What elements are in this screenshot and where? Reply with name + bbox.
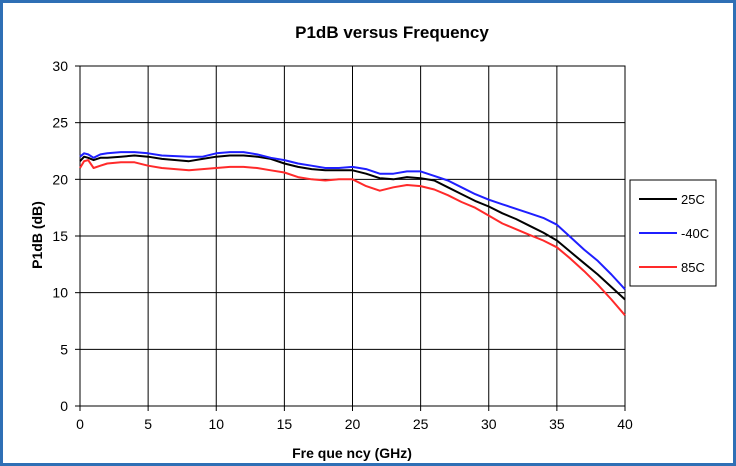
x-tick-label: 25 — [413, 416, 429, 432]
grid — [75, 65, 626, 411]
y-tick-label: 25 — [52, 115, 68, 131]
y-tick-label: 30 — [52, 58, 68, 74]
x-tick-label: 20 — [345, 416, 361, 432]
series-line-85c — [79, 159, 626, 316]
x-tick-label: 40 — [617, 416, 633, 432]
x-tick-label: 10 — [208, 416, 224, 432]
legend: 25C -40C 85C — [629, 179, 717, 287]
x-tick-label: 0 — [76, 416, 84, 432]
y-tick-label: 20 — [52, 171, 68, 187]
x-tick-label: 35 — [549, 416, 565, 432]
legend-label: 25C — [681, 192, 705, 207]
legend-label: 85C — [681, 260, 705, 275]
y-tick-label: 0 — [60, 398, 68, 414]
x-tick-label: 30 — [481, 416, 497, 432]
x-axis-label: Fre que ncy (GHz) — [292, 445, 412, 461]
x-tick-label: 5 — [144, 416, 152, 432]
y-tick-label: 15 — [52, 228, 68, 244]
y-tick-label: 5 — [60, 341, 68, 357]
y-tick-label: 10 — [52, 285, 68, 301]
legend-label: -40C — [681, 226, 709, 241]
series-line-40c — [79, 151, 626, 290]
x-tick-label: 15 — [277, 416, 293, 432]
series-lines — [79, 151, 626, 316]
y-axis-label: P1dB (dB) — [29, 201, 45, 269]
chart-title: P1dB versus Frequency — [295, 23, 489, 42]
plot-area — [79, 65, 626, 407]
series-line-25c — [79, 154, 626, 301]
tick-labels: 0 5 10 15 20 25 30 35 40 0 5 10 15 20 25 30 — [52, 58, 633, 432]
